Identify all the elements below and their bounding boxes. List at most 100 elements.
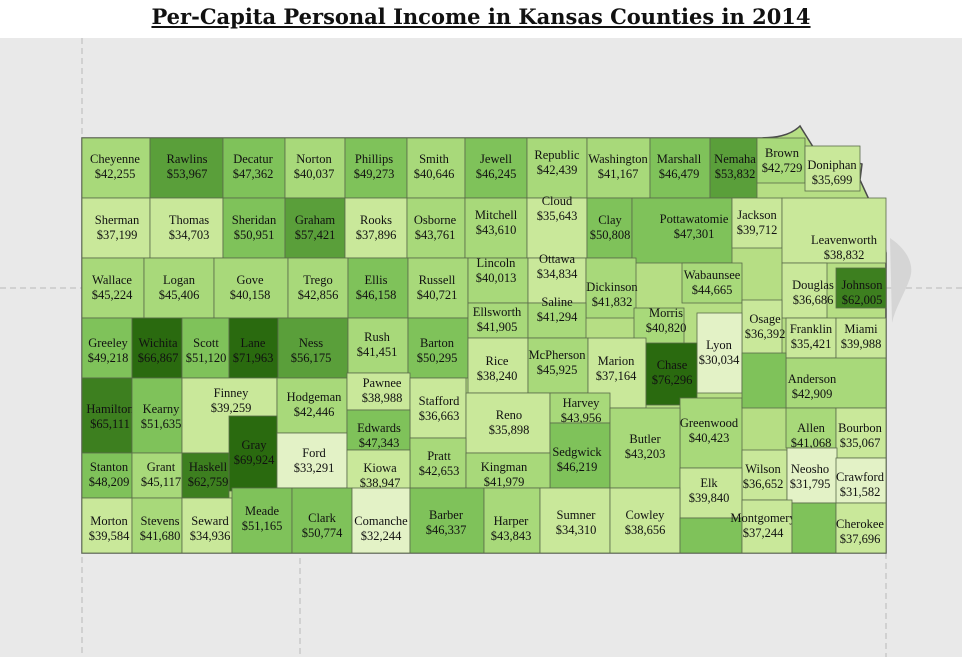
county-franklin[interactable]: Franklin$35,421 bbox=[785, 317, 837, 359]
county-kingman[interactable]: Kingman$41,979 bbox=[465, 452, 551, 489]
county-ellis[interactable]: Ellis$46,158 bbox=[347, 257, 409, 319]
county-rawlins[interactable]: Rawlins$53,967 bbox=[149, 137, 224, 199]
county-rice[interactable]: Rice$38,240 bbox=[467, 337, 529, 394]
county-douglas[interactable]: Douglas$36,686 bbox=[781, 262, 834, 319]
county-shape[interactable] bbox=[679, 517, 743, 554]
county-logan[interactable]: Logan$45,406 bbox=[143, 257, 215, 319]
county-barber[interactable]: Barber$46,337 bbox=[409, 487, 485, 554]
county-wichita[interactable]: Wichita$66,867 bbox=[131, 317, 183, 379]
county-shape[interactable] bbox=[81, 452, 133, 499]
county-sumner[interactable]: Sumner$34,310 bbox=[539, 487, 611, 554]
county-shape[interactable] bbox=[549, 422, 611, 489]
county-shape[interactable] bbox=[347, 317, 409, 374]
county-shape[interactable] bbox=[276, 377, 348, 434]
county-gove[interactable]: Gove$40,158 bbox=[213, 257, 289, 319]
county-shape[interactable] bbox=[785, 407, 837, 449]
county-comanche[interactable]: Comanche$32,244 bbox=[351, 487, 411, 554]
county-ford[interactable]: Ford$33,291 bbox=[276, 432, 348, 489]
county-shape[interactable] bbox=[609, 487, 681, 554]
county-shape[interactable] bbox=[131, 497, 183, 554]
county-scott[interactable]: Scott$51,120 bbox=[181, 317, 230, 379]
county-wabaunsee[interactable]: Wabaunsee$44,665 bbox=[681, 262, 743, 304]
county-osage[interactable]: Osage$36,392 bbox=[741, 299, 785, 358]
county-leavenworth[interactable]: Leavenworth$38,832 bbox=[781, 197, 887, 264]
county-shape[interactable] bbox=[181, 497, 233, 554]
county-shape[interactable] bbox=[835, 267, 887, 309]
county-butler[interactable]: Butler$43,203 bbox=[609, 407, 681, 489]
county-shape[interactable] bbox=[467, 337, 529, 394]
county-shape[interactable] bbox=[231, 487, 293, 554]
county-shape[interactable] bbox=[409, 487, 485, 554]
county-shape[interactable] bbox=[228, 415, 278, 492]
county-shape[interactable] bbox=[586, 137, 651, 199]
county-shape[interactable] bbox=[81, 257, 145, 319]
county-shape[interactable] bbox=[467, 257, 529, 304]
county-shape[interactable] bbox=[407, 257, 469, 319]
county-shape[interactable] bbox=[464, 137, 528, 199]
county-lyon[interactable]: Lyon$30,034 bbox=[696, 312, 743, 394]
county-chautauqua[interactable] bbox=[679, 517, 743, 554]
county-kearny[interactable]: Kearny$51,635 bbox=[131, 377, 183, 454]
county-shape[interactable] bbox=[709, 137, 758, 199]
county-greenwood[interactable]: Greenwood$40,423 bbox=[679, 397, 743, 469]
county-republic[interactable]: Republic$42,439 bbox=[526, 137, 588, 199]
county-washington[interactable]: Washington$41,167 bbox=[586, 137, 651, 199]
county-shape[interactable] bbox=[585, 257, 637, 319]
county-ness[interactable]: Ness$56,175 bbox=[277, 317, 349, 379]
county-montgomery[interactable]: Montgomery$37,244 bbox=[730, 499, 796, 554]
county-shape[interactable] bbox=[586, 197, 633, 259]
county-wilson[interactable]: Wilson$36,652 bbox=[741, 449, 788, 501]
county-shape[interactable] bbox=[467, 302, 529, 339]
county-bourbon[interactable]: Bourbon$35,067 bbox=[835, 407, 887, 459]
county-clark[interactable]: Clark$50,774 bbox=[291, 487, 353, 554]
county-harvey[interactable]: Harvey$43,956 bbox=[549, 392, 611, 425]
county-saline[interactable]: Saline$41,294 bbox=[527, 295, 587, 339]
county-thomas[interactable]: Thomas$34,703 bbox=[149, 197, 224, 259]
county-lincoln[interactable]: Lincoln$40,013 bbox=[467, 256, 529, 304]
county-shape[interactable] bbox=[181, 317, 230, 379]
county-nemaha[interactable]: Nemaha$53,832 bbox=[709, 137, 758, 199]
county-anderson[interactable]: Anderson$42,909 bbox=[785, 357, 887, 409]
county-marshall[interactable]: Marshall$46,479 bbox=[649, 137, 711, 199]
county-neosho[interactable]: Neosho$31,795 bbox=[786, 447, 838, 504]
county-shape[interactable] bbox=[786, 447, 838, 504]
county-decatur[interactable]: Decatur$47,362 bbox=[222, 137, 286, 199]
county-shape[interactable] bbox=[351, 487, 411, 554]
county-shape[interactable] bbox=[527, 302, 587, 339]
county-shape[interactable] bbox=[284, 137, 346, 199]
county-shape[interactable] bbox=[645, 342, 698, 406]
county-shape[interactable] bbox=[539, 487, 611, 554]
county-lane[interactable]: Lane$71,963 bbox=[228, 317, 279, 379]
county-mitchell[interactable]: Mitchell$43,610 bbox=[464, 197, 528, 259]
county-hodgeman[interactable]: Hodgeman$42,446 bbox=[276, 377, 348, 434]
county-trego[interactable]: Trego$42,856 bbox=[287, 257, 349, 319]
county-shape[interactable] bbox=[347, 257, 409, 319]
county-barton[interactable]: Barton$50,295 bbox=[407, 317, 469, 379]
county-ottawa[interactable]: Ottawa$34,834 bbox=[527, 252, 587, 304]
county-grant[interactable]: Grant$45,117 bbox=[131, 452, 183, 499]
county-phillips[interactable]: Phillips$49,273 bbox=[344, 137, 408, 199]
county-shape[interactable] bbox=[696, 312, 743, 394]
county-chase[interactable]: Chase$76,296 bbox=[645, 342, 698, 406]
county-jewell[interactable]: Jewell$46,245 bbox=[464, 137, 528, 199]
county-sherman[interactable]: Sherman$37,199 bbox=[81, 197, 151, 259]
county-shape[interactable] bbox=[681, 262, 743, 304]
county-shape[interactable] bbox=[407, 317, 469, 379]
county-shape[interactable] bbox=[741, 499, 793, 554]
county-shape[interactable] bbox=[465, 392, 551, 454]
county-gray[interactable]: Gray$69,924 bbox=[228, 415, 278, 492]
county-shape[interactable] bbox=[346, 409, 411, 451]
county-stevens[interactable]: Stevens$41,680 bbox=[131, 497, 183, 554]
county-shape[interactable] bbox=[464, 197, 528, 259]
county-doniphan[interactable]: Doniphan$35,699 bbox=[804, 145, 861, 192]
county-greeley[interactable]: Greeley$49,218 bbox=[81, 317, 133, 379]
county-cowley[interactable]: Cowley$38,656 bbox=[609, 487, 681, 554]
county-shape[interactable] bbox=[409, 437, 467, 489]
county-shape[interactable] bbox=[287, 257, 349, 319]
county-kiowa[interactable]: Kiowa$38,947 bbox=[346, 449, 411, 491]
county-shape[interactable] bbox=[631, 197, 733, 264]
county-woodson[interactable] bbox=[741, 352, 787, 409]
county-shape[interactable] bbox=[835, 457, 887, 504]
county-allen[interactable]: Allen$41,068 bbox=[785, 407, 837, 450]
county-shape[interactable] bbox=[791, 502, 837, 554]
